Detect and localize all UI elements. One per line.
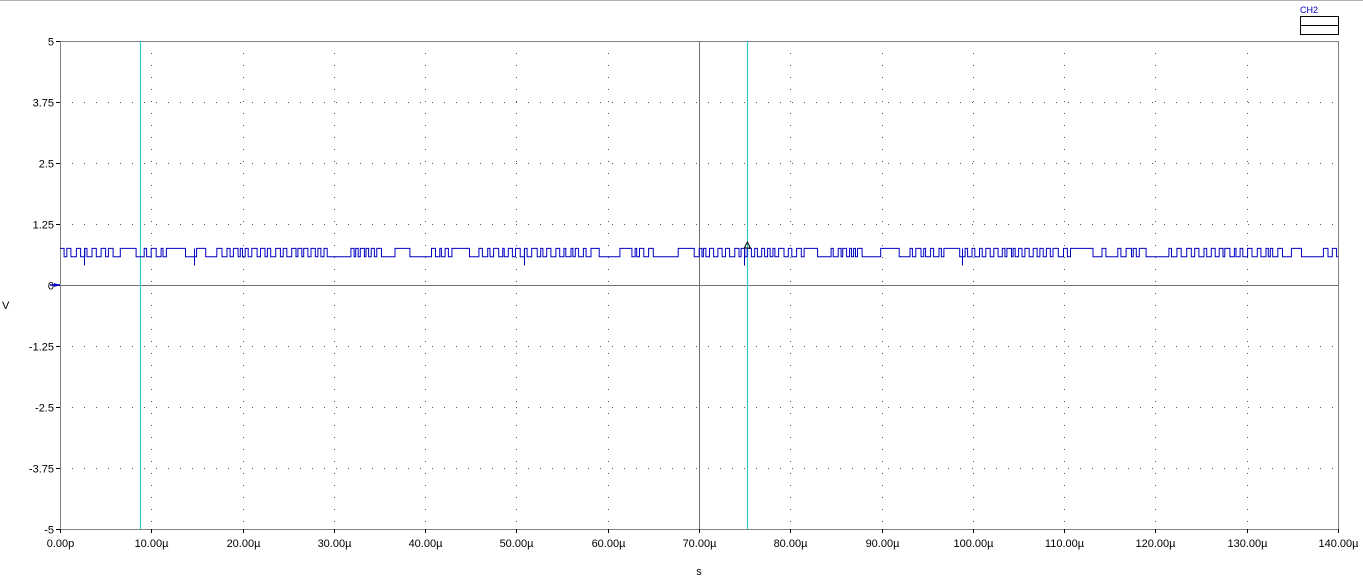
y-tick-label: -1.25: [29, 342, 54, 354]
x-axis-ticks: 0.00p 10.00µ 20.00µ 30.00µ 40.00µ 50.00µ 60.00…: [47, 529, 1359, 550]
y-tick-label: 0: [48, 281, 54, 293]
x-tick-label: 10.00µ: [135, 538, 170, 550]
x-tick-label: 70.00µ: [683, 538, 718, 550]
ch2-waveform: [60, 247, 1338, 258]
ch2-cursor-marker: [743, 240, 752, 249]
y-tick-label: 3.75: [33, 98, 54, 110]
y-tick-label: 1.25: [33, 220, 54, 232]
cursor-lines[interactable]: [139, 41, 749, 529]
ch2-trace: [60, 240, 1338, 266]
y-axis-ticks: 5 3.75 2.5 1.25 0 -1.25 -2.5 -3.75 -5: [29, 37, 60, 537]
x-tick-label: 120.00µ: [1136, 538, 1177, 550]
x-tick-label: 100.00µ: [954, 538, 995, 550]
x-tick-label: 80.00µ: [774, 538, 809, 550]
x-axis-unit: s: [696, 566, 702, 578]
legend[interactable]: CH2: [1300, 5, 1339, 35]
y-tick-label: -3.75: [29, 464, 54, 476]
x-tick-label: 60.00µ: [592, 538, 627, 550]
x-tick-label: 30.00µ: [318, 538, 353, 550]
legend-ch2-label: CH2: [1300, 5, 1318, 15]
x-tick-label: 0.00p: [47, 538, 75, 550]
x-tick-label: 130.00µ: [1228, 538, 1269, 550]
x-tick-label: 40.00µ: [409, 538, 444, 550]
x-tick-label: 50.00µ: [500, 538, 535, 550]
x-tick-label: 140.00µ: [1319, 538, 1360, 550]
x-tick-label: 90.00µ: [866, 538, 901, 550]
y-axis-unit: V: [2, 300, 10, 312]
x-tick-label: 110.00µ: [1045, 538, 1085, 550]
x-tick-label: 20.00µ: [227, 538, 262, 550]
y-tick-label: 5: [48, 37, 54, 49]
grid: [60, 41, 1338, 529]
y-tick-label: -2.5: [35, 403, 54, 415]
y-tick-label: -5: [44, 525, 54, 537]
y-tick-label: 2.5: [39, 159, 54, 171]
